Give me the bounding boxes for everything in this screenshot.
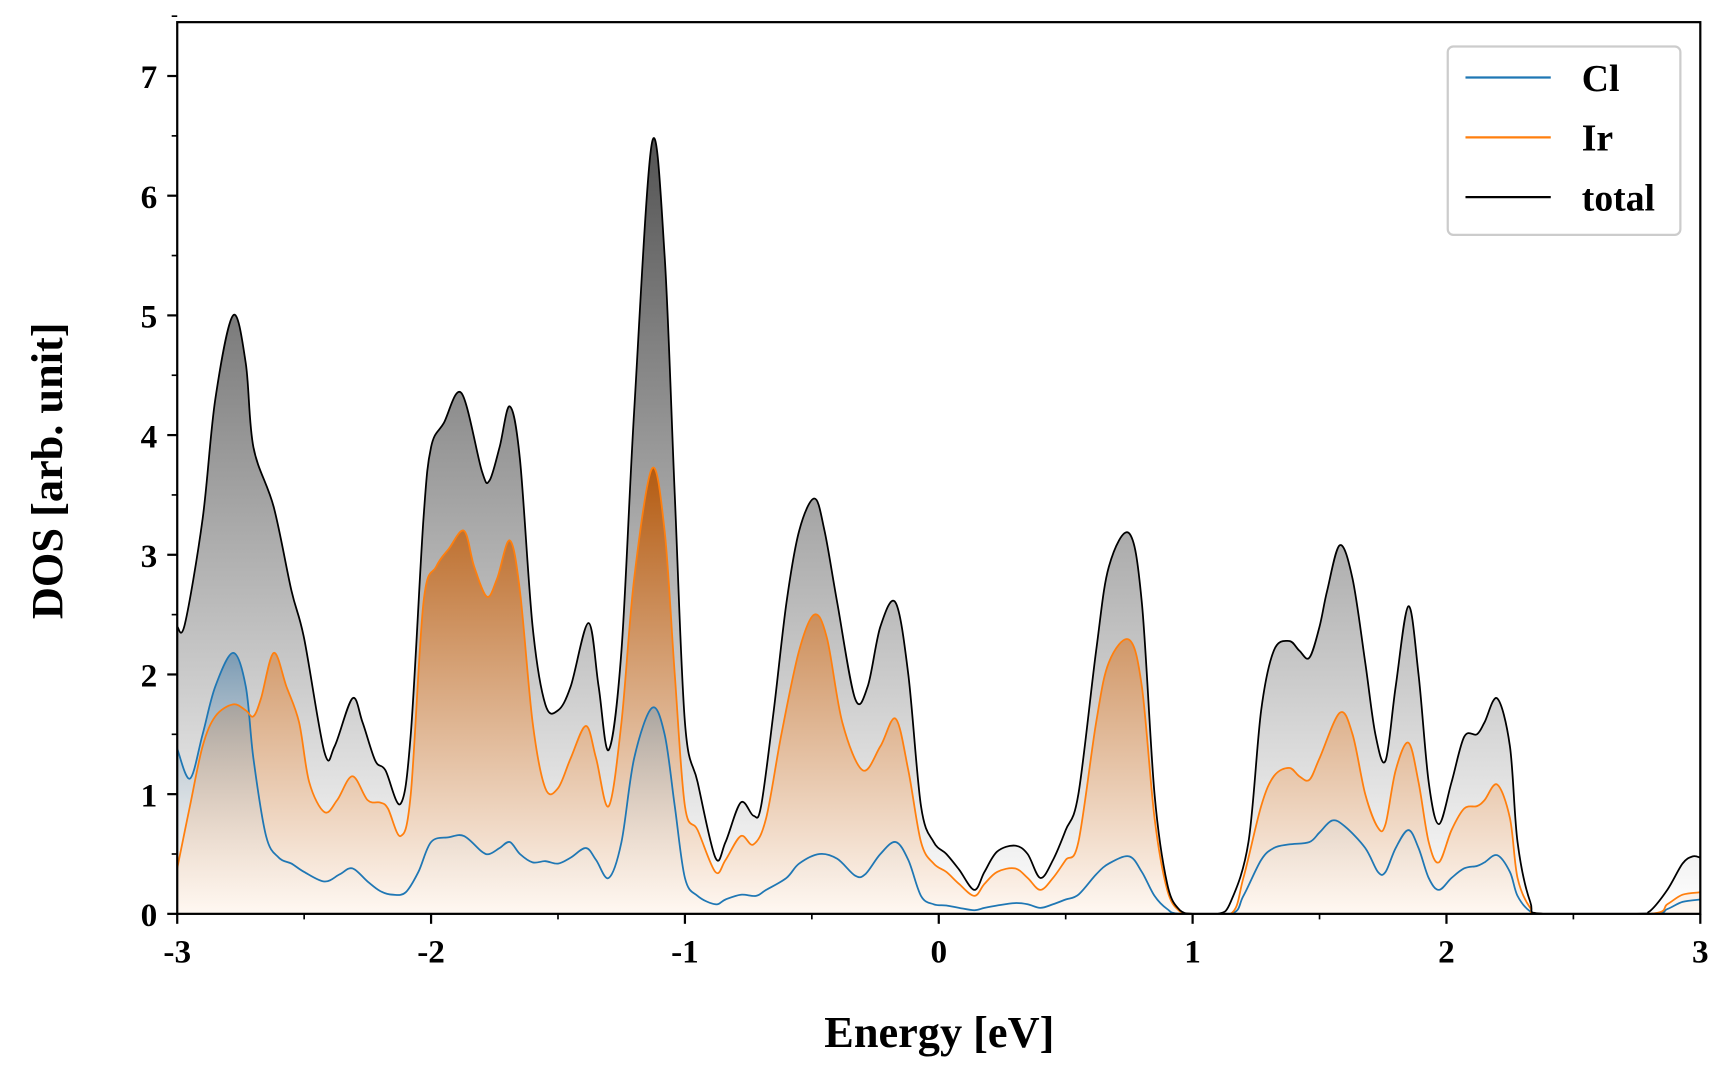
x-tick-label: 3 [1692,934,1709,971]
x-axis-label: Energy [eV] [824,1008,1054,1057]
legend-label-ir: Ir [1582,118,1613,160]
y-tick-label: 6 [141,179,158,216]
y-tick-label: 3 [141,538,158,575]
y-tick-label: 2 [141,658,158,695]
area-fill-ir [177,467,1701,914]
x-tick-label: -2 [417,934,445,971]
x-tick-label: -3 [163,934,191,971]
series-line-total [177,137,1701,914]
x-tick-label: 0 [930,934,947,971]
series-line-ir [177,466,1701,914]
legend: Cl Ir total [1446,45,1682,236]
y-tick-label: 1 [141,777,158,814]
x-tick-label: 1 [1184,934,1201,971]
series-line-cl [177,652,1701,914]
y-tick-label: 5 [141,299,158,336]
area-fill-total [177,138,1701,914]
legend-label-total: total [1582,177,1655,219]
y-axis-label: DOS [arb. unit] [23,322,72,619]
y-tick-label: 4 [141,418,158,455]
area-fill-cl [177,652,1701,914]
y-tick-label: 7 [141,59,158,96]
x-tick-label: 2 [1438,934,1455,971]
y-tick-label: 0 [141,897,158,934]
legend-label-cl: Cl [1582,58,1620,100]
x-tick-label: -1 [671,934,699,971]
